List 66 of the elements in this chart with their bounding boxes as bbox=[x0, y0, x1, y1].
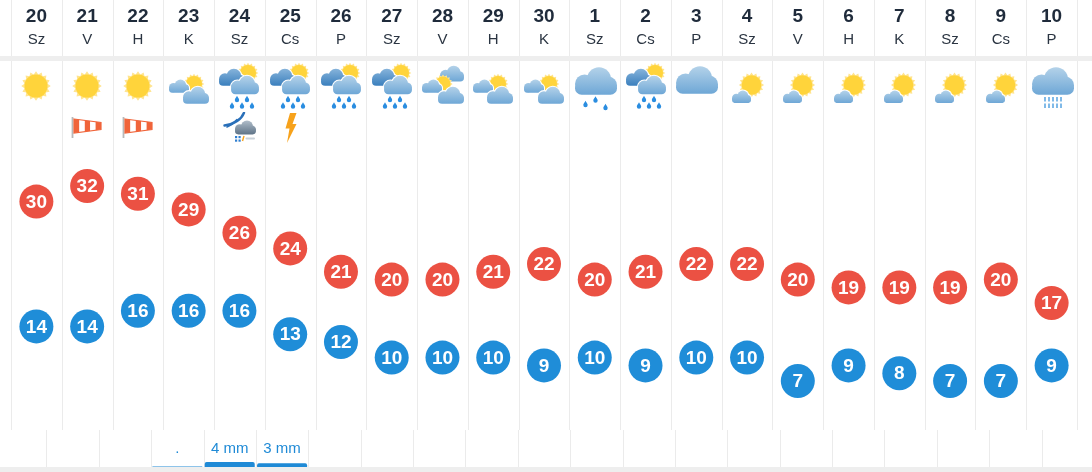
data-label: 22 bbox=[685, 253, 707, 275]
x-tick-label: 8 Sz bbox=[941, 5, 959, 48]
x-tick-label: 20 Sz bbox=[25, 5, 47, 48]
data-label: 16 bbox=[127, 300, 149, 322]
data-label: 9 bbox=[640, 354, 651, 376]
data-label: 16 bbox=[228, 300, 250, 322]
data-label: 16 bbox=[178, 300, 200, 322]
data-label: 3 mm bbox=[263, 439, 301, 456]
data-label: 22 bbox=[736, 253, 758, 275]
x-tick-label: 5 V bbox=[792, 5, 804, 48]
x-tick-label: 2 Cs bbox=[636, 5, 655, 48]
x-tick-label: 26 P bbox=[330, 5, 352, 48]
x-tick-label: 27 Sz bbox=[381, 5, 403, 48]
data-label: 10 bbox=[381, 346, 403, 368]
data-label: 32 bbox=[76, 175, 98, 197]
data-label: 7 bbox=[995, 370, 1007, 392]
data-label: 14 bbox=[25, 315, 48, 337]
data-label: 10 bbox=[736, 346, 758, 368]
x-tick-label: 10 P bbox=[1041, 5, 1063, 48]
data-label: 19 bbox=[939, 276, 961, 298]
data-label: . bbox=[175, 439, 180, 456]
data-label: 31 bbox=[127, 183, 149, 205]
data-label: 20 bbox=[990, 268, 1012, 290]
data-label: 21 bbox=[482, 261, 505, 283]
data-label: 24 bbox=[279, 237, 302, 259]
x-tick-label: 29 H bbox=[482, 5, 504, 48]
data-label: 21 bbox=[634, 261, 657, 283]
data-label: 8 bbox=[894, 362, 905, 384]
data-label: 9 bbox=[538, 354, 550, 376]
x-tick-label: 6 H bbox=[843, 5, 854, 48]
x-tick-label: 25 Cs bbox=[279, 5, 302, 48]
x-tick-label: 30 K bbox=[533, 5, 555, 48]
data-label: 10 bbox=[482, 346, 504, 368]
x-tick-label: 3 P bbox=[691, 5, 702, 48]
data-label: 22 bbox=[533, 253, 555, 275]
x-tick-label: 24 Sz bbox=[228, 5, 251, 48]
data-label: 19 bbox=[888, 276, 910, 298]
x-tick-label: 7 K bbox=[894, 5, 905, 48]
data-label: 9 bbox=[843, 354, 854, 376]
data-label: 10 bbox=[584, 346, 606, 368]
data-label: 12 bbox=[330, 331, 352, 353]
data-label: 13 bbox=[279, 323, 301, 345]
data-label: 7 bbox=[792, 370, 804, 392]
data-label: 7 bbox=[944, 370, 956, 392]
data-label: 20 bbox=[584, 268, 606, 290]
x-tick-label: 28 V bbox=[431, 5, 454, 48]
data-label: 21 bbox=[330, 261, 352, 283]
data-label: 14 bbox=[76, 315, 99, 337]
x-tick-label: 9 Cs bbox=[991, 5, 1011, 48]
data-label: 20 bbox=[381, 268, 403, 290]
data-label: 26 bbox=[228, 222, 250, 244]
data-label: 20 bbox=[431, 268, 454, 290]
x-tick-label: 4 Sz bbox=[738, 5, 756, 48]
data-label: 17 bbox=[1041, 292, 1063, 314]
data-label: 9 bbox=[1046, 354, 1057, 376]
data-label: 4 mm bbox=[210, 439, 249, 456]
x-tick-label: 1 Sz bbox=[586, 5, 604, 48]
data-label: 10 bbox=[685, 346, 707, 368]
data-label: 19 bbox=[838, 276, 860, 298]
data-label: 20 bbox=[787, 268, 809, 290]
x-tick-label: 22 H bbox=[127, 5, 149, 48]
data-label: 30 bbox=[25, 190, 47, 212]
x-tick-label: 21 V bbox=[76, 5, 99, 48]
x-tick-label: 23 K bbox=[178, 5, 200, 48]
data-label: 10 bbox=[431, 346, 454, 368]
data-label: 29 bbox=[178, 198, 200, 220]
